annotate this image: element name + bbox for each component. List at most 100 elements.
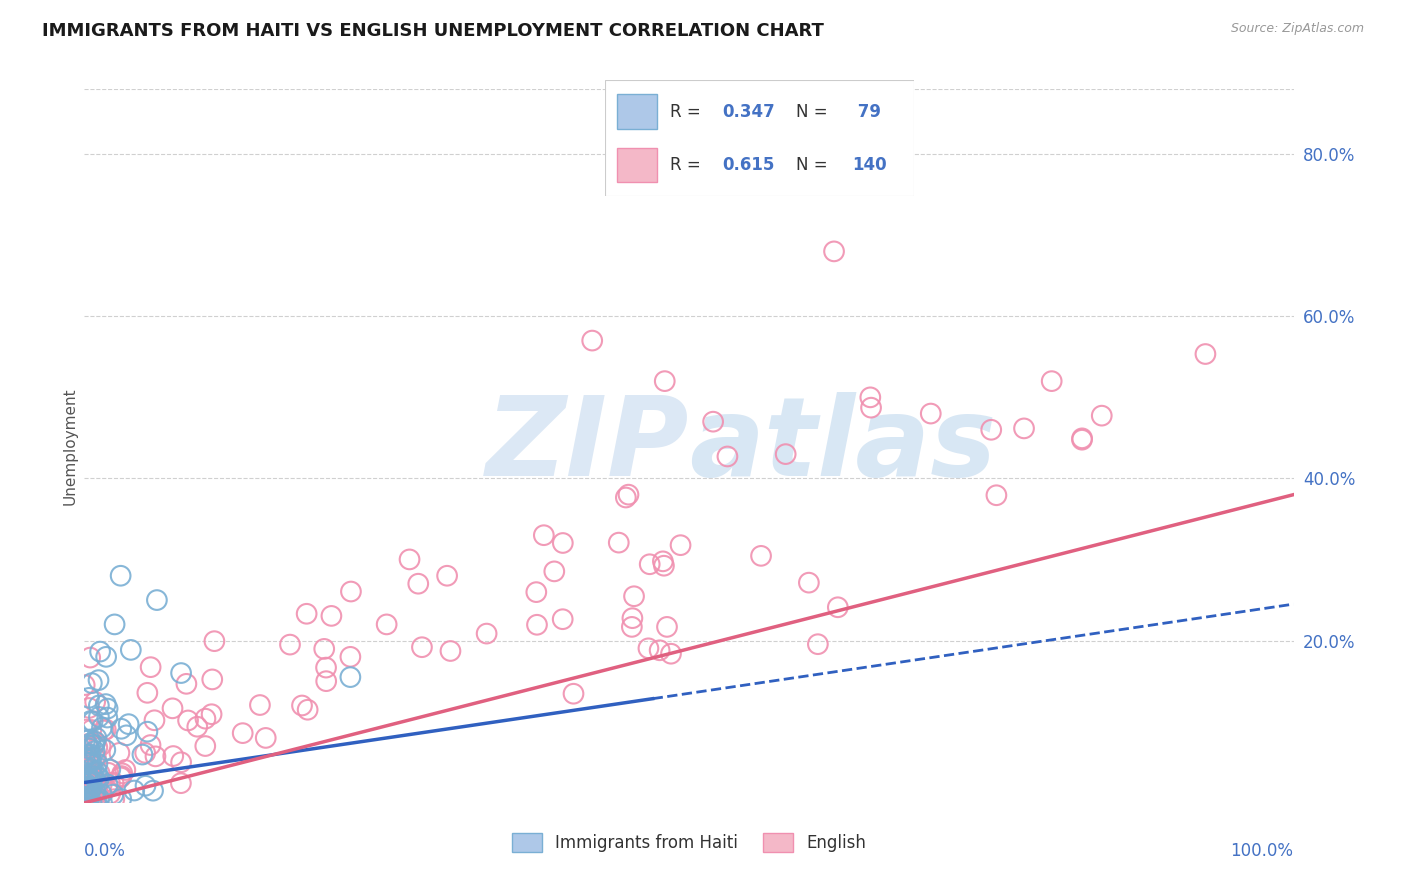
Point [76,750,98,764]
Point [76,737,98,751]
Point [581,334,603,348]
Point [75,795,97,809]
Point [249,698,271,712]
Point [79,772,101,786]
Point [702,415,724,429]
Point [526,617,548,632]
Point [87,777,110,791]
Point [84,785,107,799]
Point [76,794,98,808]
Point [77,741,100,756]
Point [73,733,96,747]
Point [114,763,136,777]
Point [738,163,761,178]
Point [79,747,101,762]
Point [648,643,671,657]
Text: N =: N = [796,103,834,120]
Point [87,770,110,784]
Point [278,638,301,652]
Point [775,447,797,461]
Y-axis label: Unemployment: Unemployment [62,387,77,505]
Point [87,791,110,805]
Point [77,740,100,755]
Point [79,756,101,770]
Point [83,744,105,758]
Legend: Immigrants from Haiti, English: Immigrants from Haiti, English [505,827,873,859]
Point [75,794,97,808]
Point [749,549,772,563]
Point [86,793,108,807]
Point [80,762,103,776]
Point [104,617,127,632]
Point [79,778,101,792]
Point [79,782,101,797]
Point [87,698,110,713]
Point [200,707,222,722]
Text: R =: R = [669,156,706,174]
Point [297,703,319,717]
Point [79,736,101,750]
Point [202,634,225,648]
Point [77,794,100,808]
Point [79,776,101,790]
Point [76,783,98,797]
Point [98,763,121,777]
Point [986,488,1008,502]
Point [73,759,96,773]
Point [398,552,420,566]
Point [103,792,125,806]
Point [80,783,103,797]
Point [77,795,100,809]
Point [823,244,845,259]
Point [84,786,107,800]
Text: N =: N = [796,156,834,174]
Point [97,701,120,715]
Point [607,535,630,549]
Point [79,750,101,764]
Text: 0.347: 0.347 [723,103,775,120]
Point [98,776,121,790]
Point [110,722,132,736]
Point [652,558,675,573]
Point [177,714,200,728]
Point [75,795,97,809]
Point [89,771,111,785]
Point [83,738,105,752]
Point [1012,421,1035,435]
Point [75,787,97,801]
Point [170,666,193,681]
Point [860,401,883,415]
Point [617,488,640,502]
Point [1071,431,1094,445]
Point [339,670,361,684]
Point [1040,374,1063,388]
Point [77,790,100,805]
Point [411,640,433,655]
Point [170,756,193,770]
Point [139,660,162,674]
Point [75,723,97,737]
Point [83,764,105,779]
Point [120,643,142,657]
Point [98,787,121,801]
Point [562,687,585,701]
Point [80,756,103,770]
Text: ZIP: ZIP [485,392,689,500]
Point [103,775,125,789]
Point [232,726,254,740]
Text: 140: 140 [852,156,887,174]
Point [551,612,574,626]
Point [84,734,107,748]
Point [669,538,692,552]
Point [176,677,198,691]
Point [194,739,217,753]
Point [76,771,98,785]
Point [375,617,398,632]
Point [94,723,117,737]
Point [91,721,114,735]
Point [80,785,103,799]
Point [79,780,101,794]
Point [75,761,97,775]
Point [716,450,738,464]
Point [77,690,100,705]
